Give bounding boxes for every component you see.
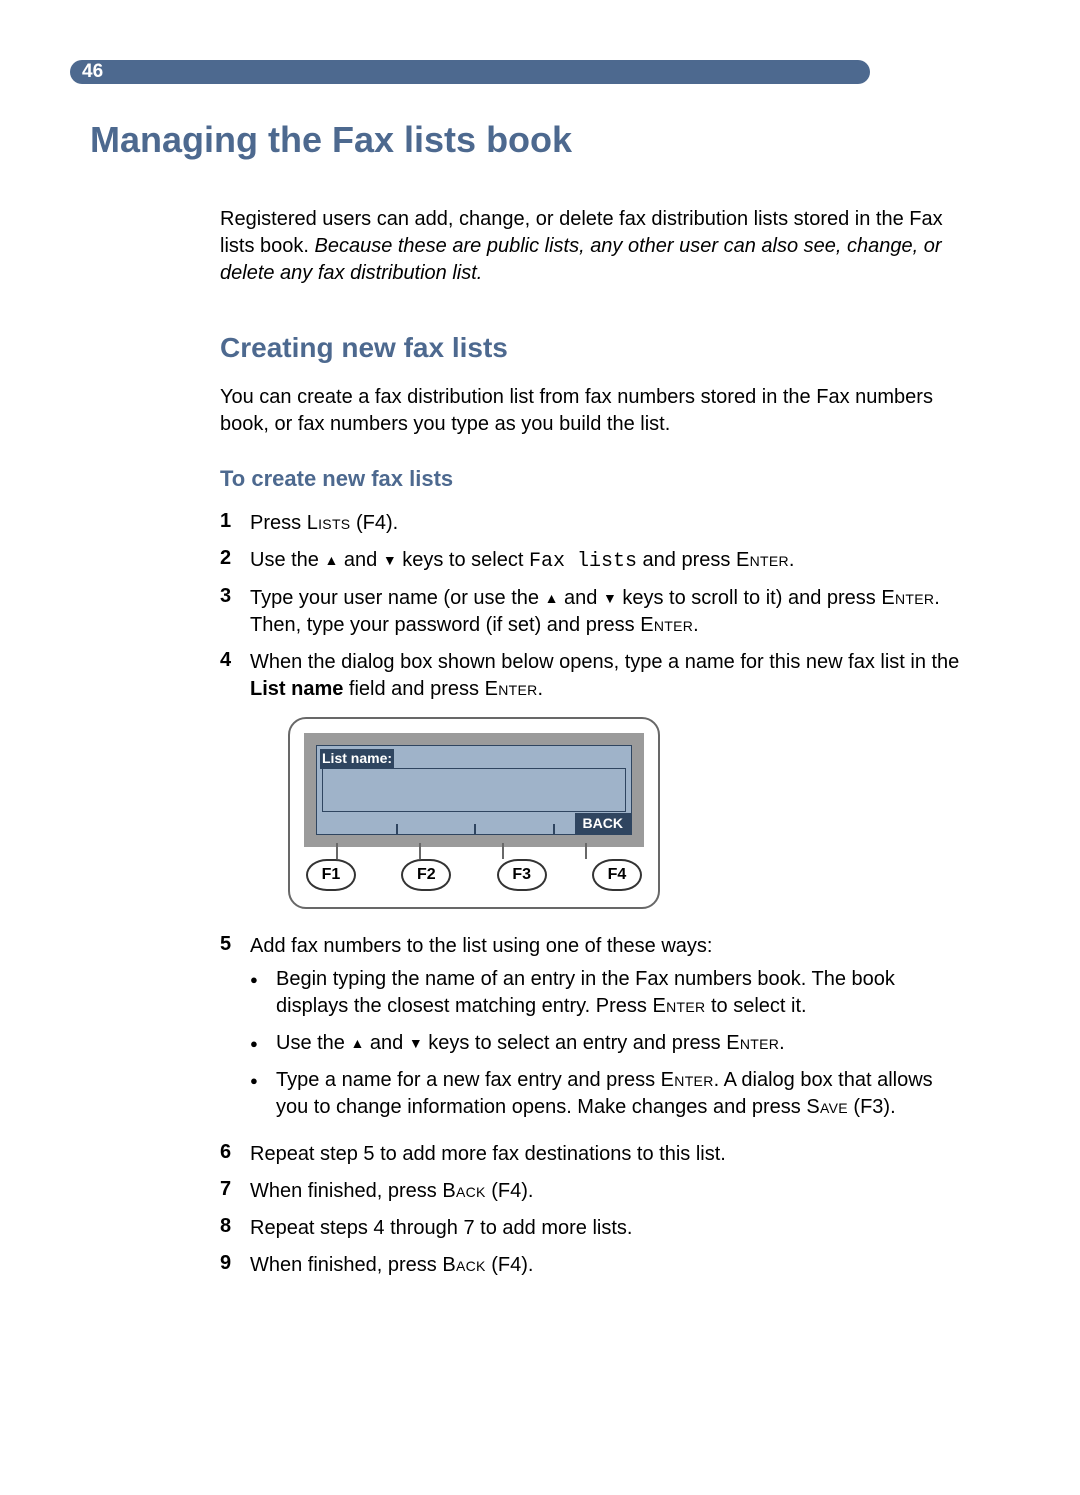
step-list: 1 Press Lists (F4). 2 Use the ▲ and ▼ ke… <box>220 510 970 1279</box>
step-5: 5 Add fax numbers to the list using one … <box>220 933 970 1131</box>
bullet-item: Use the ▲ and ▼ keys to select an entry … <box>250 1030 970 1057</box>
down-arrow-icon: ▼ <box>383 551 397 570</box>
fn-connector <box>502 843 504 859</box>
step-1: 1 Press Lists (F4). <box>220 510 970 537</box>
step-9: 9 When finished, press Back (F4). <box>220 1252 970 1279</box>
step-body: When the dialog box shown below opens, t… <box>250 649 970 923</box>
lcd-tick <box>553 824 555 834</box>
fn-key-f3: F3 <box>497 859 547 891</box>
page-number-bar: 46 <box>70 60 870 84</box>
section-body: You can create a fax distribution list f… <box>220 384 970 438</box>
step-8: 8 Repeat steps 4 through 7 to add more l… <box>220 1215 970 1242</box>
down-arrow-icon: ▼ <box>603 589 617 608</box>
lcd-frame: List name: BACK <box>304 733 644 847</box>
step-body: Add fax numbers to the list using one of… <box>250 933 970 1131</box>
procedure-heading: To create new fax lists <box>220 466 970 492</box>
step-number: 3 <box>220 585 250 639</box>
intro-paragraph: Registered users can add, change, or del… <box>220 206 970 287</box>
step-number: 2 <box>220 547 250 575</box>
up-arrow-icon: ▲ <box>324 551 338 570</box>
step-2: 2 Use the ▲ and ▼ keys to select Fax lis… <box>220 547 970 575</box>
step-3: 3 Type your user name (or use the ▲ and … <box>220 585 970 639</box>
device-frame: List name: BACK <box>288 717 660 909</box>
page-number: 46 <box>82 61 103 83</box>
step-number: 1 <box>220 510 250 537</box>
step-body: When finished, press Back (F4). <box>250 1178 533 1205</box>
step-body: Repeat steps 4 through 7 to add more lis… <box>250 1215 632 1242</box>
page-title: Managing the Fax lists book <box>90 119 970 161</box>
fn-connector <box>585 843 587 859</box>
lcd-tick <box>396 824 398 834</box>
intro-italic: Because these are public lists, any othe… <box>220 235 942 284</box>
step-body: Use the ▲ and ▼ keys to select Fax lists… <box>250 547 794 575</box>
document-page: 46 Managing the Fax lists book Registere… <box>0 0 1080 1349</box>
step-7: 7 When finished, press Back (F4). <box>220 1178 970 1205</box>
lcd-screen: List name: BACK <box>316 745 632 835</box>
bullet-item: Begin typing the name of an entry in the… <box>250 966 970 1020</box>
fn-key-f4: F4 <box>592 859 642 891</box>
lcd-back-label: BACK <box>575 813 631 834</box>
step-6: 6 Repeat step 5 to add more fax destinat… <box>220 1141 970 1168</box>
bullet-item: Type a name for a new fax entry and pres… <box>250 1067 970 1121</box>
step-number: 6 <box>220 1141 250 1168</box>
fn-key-row: F1 F2 F3 F4 <box>306 859 642 891</box>
section-heading: Creating new fax lists <box>220 332 970 364</box>
step-number: 9 <box>220 1252 250 1279</box>
step-number: 8 <box>220 1215 250 1242</box>
step-number: 7 <box>220 1178 250 1205</box>
step-body: Repeat step 5 to add more fax destinatio… <box>250 1141 726 1168</box>
step-4: 4 When the dialog box shown below opens,… <box>220 649 970 923</box>
lcd-tick <box>474 824 476 834</box>
up-arrow-icon: ▲ <box>545 589 559 608</box>
device-diagram: List name: BACK <box>288 717 970 909</box>
down-arrow-icon: ▼ <box>409 1034 423 1053</box>
bullet-list: Begin typing the name of an entry in the… <box>250 966 970 1121</box>
fn-connector <box>336 843 338 859</box>
fn-key-f2: F2 <box>401 859 451 891</box>
fn-connector <box>419 843 421 859</box>
up-arrow-icon: ▲ <box>350 1034 364 1053</box>
step-number: 5 <box>220 933 250 1131</box>
fn-key-f1: F1 <box>306 859 356 891</box>
page-content: Managing the Fax lists book Registered u… <box>0 119 1080 1279</box>
step-body: Press Lists (F4). <box>250 510 398 537</box>
lcd-input-box <box>322 768 626 812</box>
lcd-list-name-label: List name: <box>320 749 394 769</box>
step-body: Type your user name (or use the ▲ and ▼ … <box>250 585 970 639</box>
step-body: When finished, press Back (F4). <box>250 1252 533 1279</box>
step-number: 4 <box>220 649 250 923</box>
